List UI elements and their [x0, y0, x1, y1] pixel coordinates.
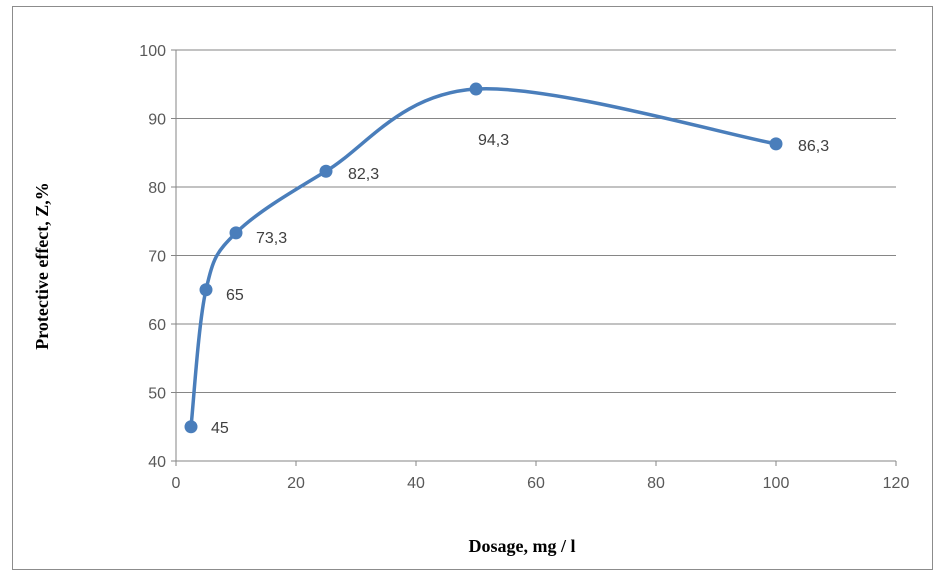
chart-frame	[12, 6, 933, 570]
y-tick-label: 90	[148, 112, 166, 129]
y-tick-label: 40	[148, 454, 166, 471]
data-label: 94,3	[478, 132, 509, 149]
grid-lines	[176, 49, 896, 393]
y-tick-label: 80	[148, 180, 166, 197]
x-axis-title: Dosage, mg / l	[469, 536, 576, 556]
x-tick-labels: 0 20 40 60 80 100 120	[172, 475, 910, 492]
x-tick-label: 60	[527, 475, 545, 492]
data-points	[184, 82, 783, 434]
y-tick-labels: 40 50 60 70 80 90 100	[139, 43, 166, 471]
data-label: 82,3	[348, 166, 379, 183]
x-tick-label: 40	[407, 475, 425, 492]
data-point	[769, 137, 783, 151]
y-tick-label: 50	[148, 386, 166, 403]
data-label: 45	[211, 420, 229, 437]
data-label: 65	[226, 287, 244, 304]
y-tick-label: 70	[148, 249, 166, 266]
x-tick-label: 20	[287, 475, 305, 492]
data-point	[469, 82, 483, 96]
y-tick-label: 100	[139, 43, 166, 60]
y-axis-title: Protective effect, Z,%	[32, 182, 52, 350]
data-label: 73,3	[256, 230, 287, 247]
data-point	[319, 164, 333, 178]
data-label: 86,3	[798, 138, 829, 155]
x-tick-label: 100	[763, 475, 790, 492]
data-point	[199, 283, 213, 297]
x-tick-label: 120	[883, 475, 910, 492]
y-tick-label: 60	[148, 317, 166, 334]
data-point	[184, 420, 198, 434]
axes	[171, 49, 897, 466]
data-labels: 45 65 73,3 82,3 94,3 86,3	[211, 132, 829, 437]
x-tick-label: 80	[647, 475, 665, 492]
x-tick-label: 0	[172, 475, 181, 492]
data-point	[229, 226, 243, 240]
